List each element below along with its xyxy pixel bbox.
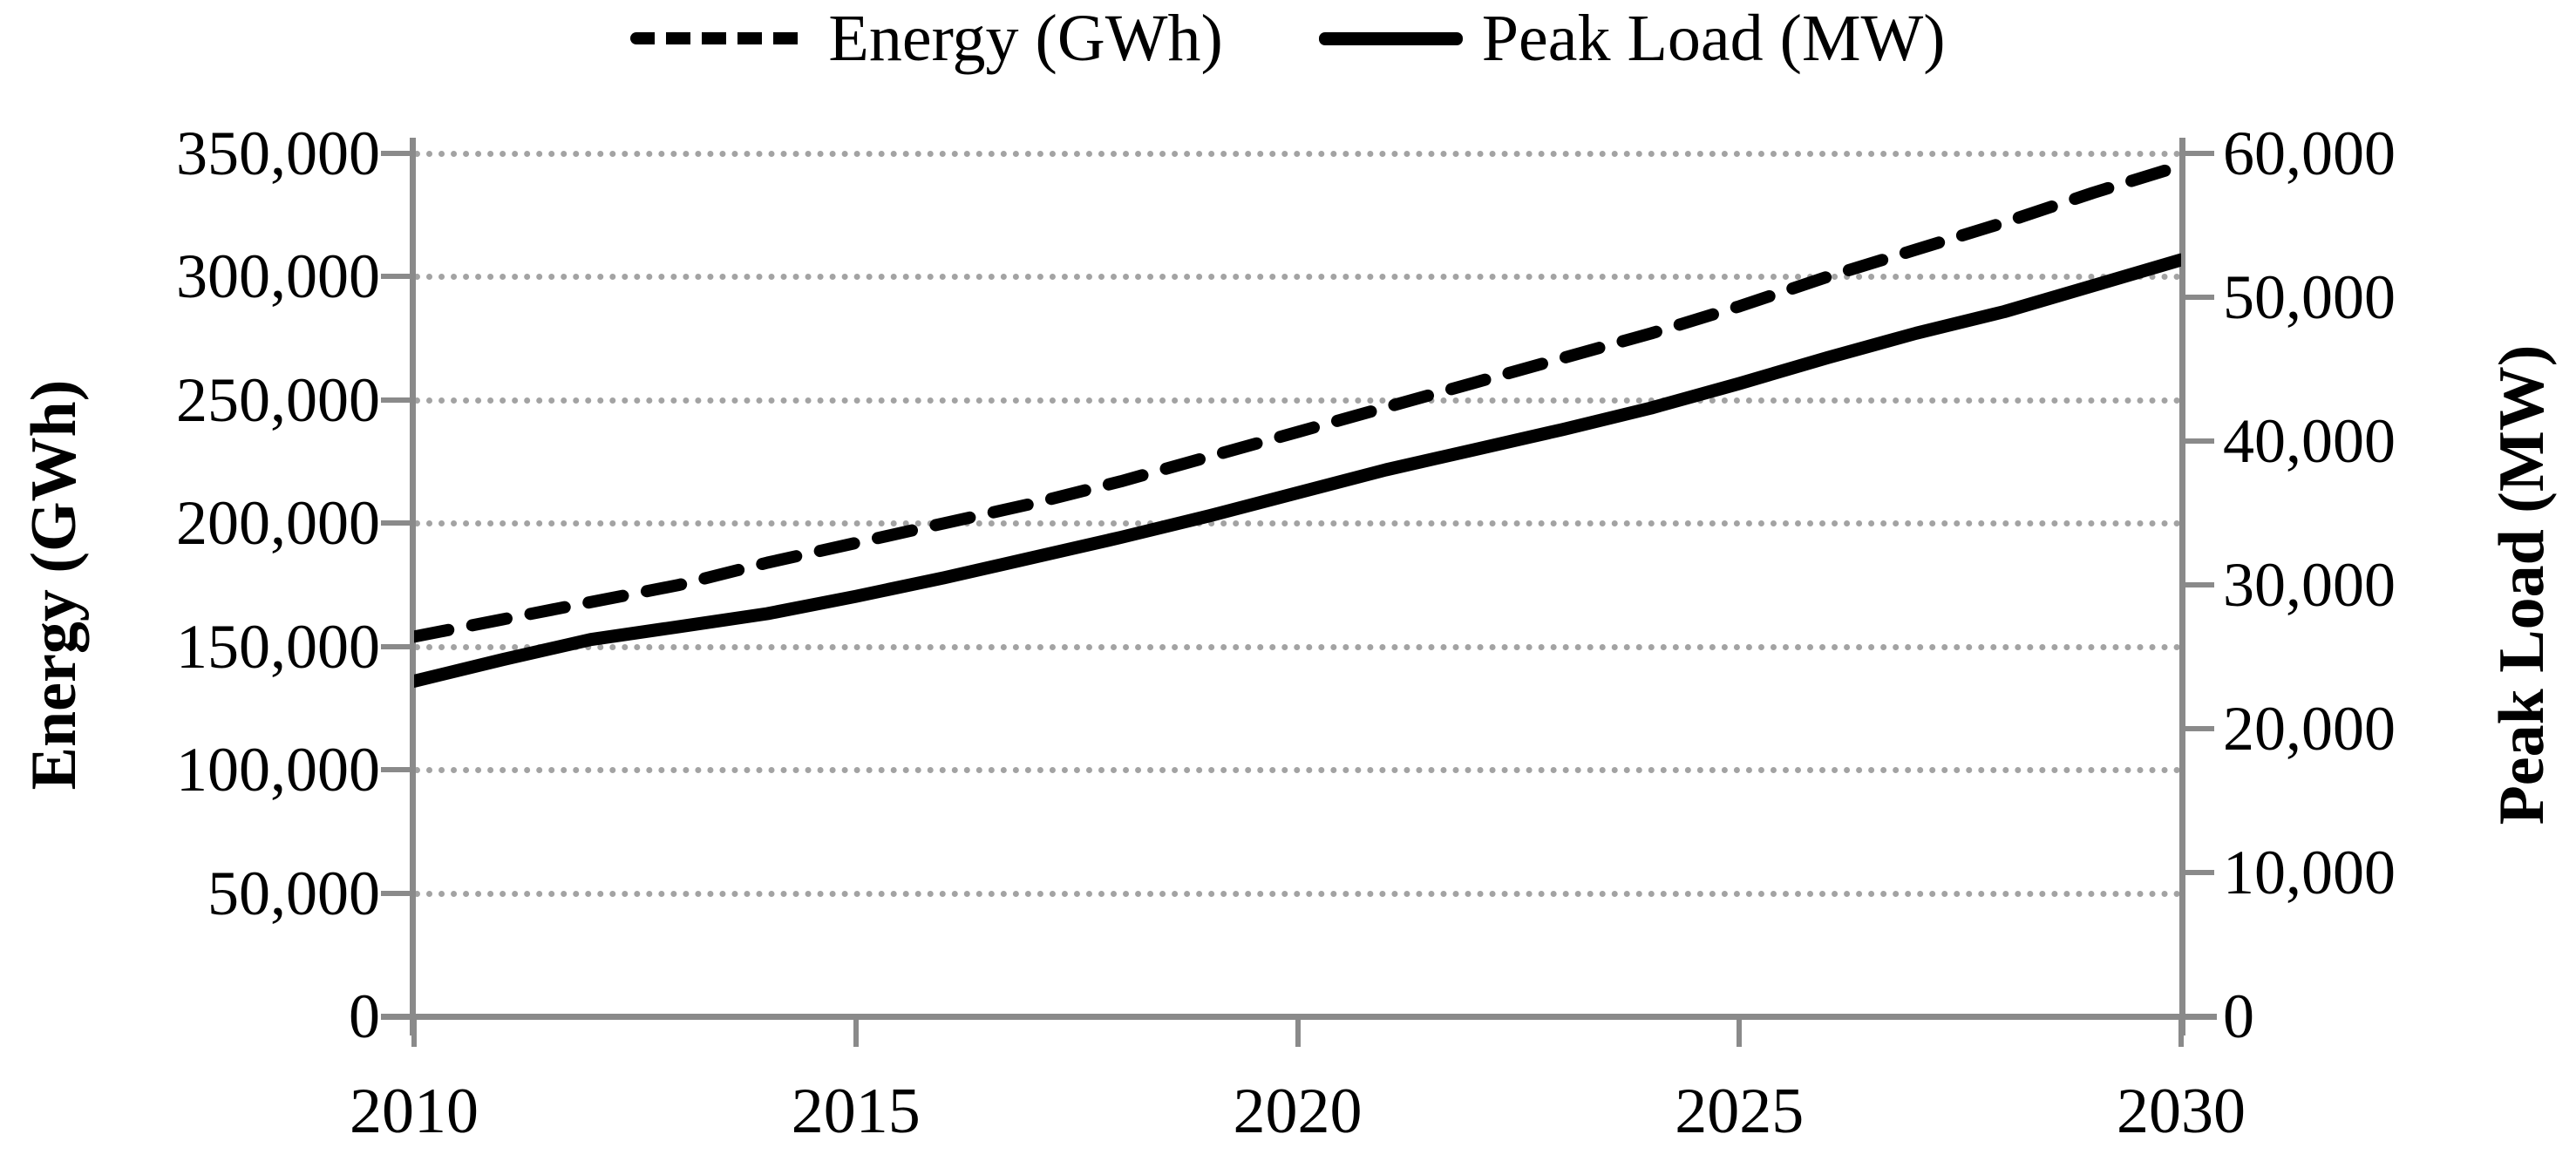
left-axis-tick xyxy=(381,643,412,649)
x-axis-tick-label: 2015 xyxy=(791,1076,921,1147)
right-axis-tick-label: 0 xyxy=(2223,981,2254,1051)
gridline xyxy=(414,274,2181,281)
legend: Energy (GWh) Peak Load (MW) xyxy=(0,5,2576,71)
x-axis-tick-label: 2030 xyxy=(2117,1076,2246,1147)
gridline xyxy=(414,397,2181,404)
x-axis-tick-label: 2025 xyxy=(1675,1076,1805,1147)
right-axis-title: Peak Load (MW) xyxy=(2486,344,2558,825)
left-axis-tick-label: 250,000 xyxy=(176,364,380,435)
left-axis-tick xyxy=(381,767,412,773)
legend-label-energy: Energy (GWh) xyxy=(828,2,1223,75)
legend-item-energy: Energy (GWh) xyxy=(630,2,1223,75)
left-axis-tick-label: 100,000 xyxy=(176,735,380,805)
gridline xyxy=(414,890,2181,897)
right-axis-tick-label: 10,000 xyxy=(2223,838,2396,907)
left-axis-title: Energy (GWh) xyxy=(18,379,90,791)
x-axis-tick-label: 2010 xyxy=(350,1076,479,1147)
left-axis-tick xyxy=(381,890,412,896)
left-axis-tick-label: 50,000 xyxy=(207,858,380,928)
x-axis-tick xyxy=(1295,1014,1301,1047)
left-axis-tick xyxy=(381,274,412,280)
energy-line xyxy=(414,160,2181,643)
left-axis-tick xyxy=(381,397,412,403)
right-axis-tick-label: 60,000 xyxy=(2223,119,2396,188)
legend-label-peak-load: Peak Load (MW) xyxy=(1481,2,1946,75)
left-axis-tick-label: 350,000 xyxy=(176,119,380,188)
gridline xyxy=(414,767,2181,774)
x-axis-tick xyxy=(1737,1014,1743,1047)
gridline xyxy=(414,643,2181,650)
peak-load-line xyxy=(414,253,2181,688)
right-axis-tick-label: 50,000 xyxy=(2223,262,2396,332)
left-axis-tick-label: 150,000 xyxy=(176,611,380,682)
x-axis-line xyxy=(381,1014,2217,1020)
gridline xyxy=(414,151,2181,157)
left-axis-tick xyxy=(381,520,412,526)
right-axis-tick xyxy=(2183,870,2214,875)
right-axis-tick-label: 30,000 xyxy=(2223,550,2396,620)
left-axis-tick-label: 200,000 xyxy=(176,488,380,559)
right-axis-tick xyxy=(2183,726,2214,731)
legend-item-peak-load: Peak Load (MW) xyxy=(1318,2,1946,75)
right-axis-tick xyxy=(2183,438,2214,444)
right-y-axis-line xyxy=(2179,138,2185,1036)
x-axis-tick-label: 2020 xyxy=(1233,1076,1363,1147)
plot-area xyxy=(414,160,2181,688)
energy-dashed-line-swatch xyxy=(630,32,810,44)
left-axis-tick-label: 0 xyxy=(349,981,380,1051)
left-axis-tick xyxy=(381,151,412,156)
left-y-axis-line xyxy=(410,138,416,1036)
peak-load-solid-line-swatch xyxy=(1318,31,1463,45)
right-axis-tick xyxy=(2183,295,2214,300)
left-axis-tick-label: 300,000 xyxy=(176,241,380,312)
x-axis-tick xyxy=(853,1014,859,1047)
right-axis-tick xyxy=(2183,582,2214,587)
gridline xyxy=(414,520,2181,527)
right-axis-tick-label: 20,000 xyxy=(2223,694,2396,764)
right-axis-tick-label: 40,000 xyxy=(2223,406,2396,476)
right-axis-tick xyxy=(2183,151,2214,156)
